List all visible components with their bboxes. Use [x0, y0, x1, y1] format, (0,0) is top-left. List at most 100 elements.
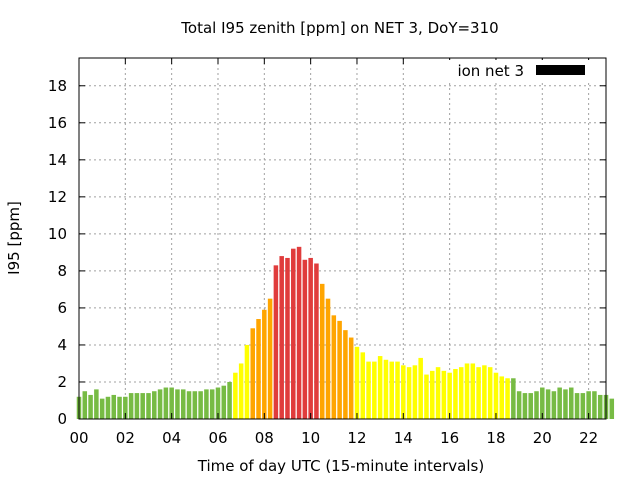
bar-low — [574, 393, 580, 419]
x-tick-label: 00 — [69, 429, 88, 447]
bar-high — [262, 309, 267, 419]
bar-low — [227, 381, 232, 419]
bar-high — [343, 330, 348, 419]
bar-medium — [505, 378, 510, 419]
bar-medium — [430, 370, 435, 419]
bar-low — [175, 389, 180, 419]
bar-medium — [441, 370, 447, 419]
bar-low — [128, 393, 134, 419]
bar-low — [592, 391, 597, 419]
y-tick-label: 0 — [57, 410, 67, 428]
y-tick-label: 12 — [48, 188, 67, 206]
bar-low — [88, 394, 93, 419]
bar-low — [221, 385, 227, 419]
bar-medium — [383, 359, 389, 419]
bar-medium — [233, 372, 238, 419]
bar-medium — [395, 361, 400, 419]
bar-medium — [464, 363, 470, 419]
x-tick-label: 20 — [533, 429, 552, 447]
bar-low — [180, 389, 186, 419]
bar-medium — [487, 367, 493, 419]
bar-very_high — [279, 256, 284, 419]
bar-low — [586, 391, 591, 419]
bar-medium — [377, 356, 383, 419]
bar-very_high — [314, 263, 319, 419]
bar-low — [522, 393, 528, 419]
bar-low — [580, 393, 586, 419]
bars — [76, 246, 615, 419]
y-tick-label: 14 — [48, 151, 67, 169]
y-tick-label: 10 — [48, 225, 67, 243]
bar-low — [511, 378, 516, 419]
x-tick-label: 14 — [394, 429, 413, 447]
bar-low — [528, 393, 533, 419]
bar-low — [209, 389, 215, 419]
bar-medium — [389, 361, 394, 419]
x-tick-label: 02 — [116, 429, 135, 447]
bar-high — [325, 298, 331, 419]
bar-low — [157, 389, 163, 419]
bar-low — [597, 394, 603, 419]
bar-low — [123, 396, 128, 419]
bar-medium — [453, 369, 458, 419]
bar-medium — [482, 365, 487, 419]
bar-medium — [493, 372, 499, 419]
y-tick-label: 18 — [48, 77, 67, 95]
bar-medium — [366, 361, 371, 419]
legend-label: ion net 3 — [457, 62, 524, 80]
bar-low — [186, 391, 192, 419]
plot-frame — [78, 57, 607, 420]
bar-low — [134, 393, 140, 419]
bar-low — [545, 389, 551, 419]
bar-high — [267, 298, 273, 419]
bar-medium — [458, 367, 464, 419]
bar-medium — [406, 367, 412, 419]
bar-low — [99, 398, 105, 419]
bar-medium — [244, 344, 250, 419]
y-tick-label: 8 — [57, 262, 67, 280]
bar-low — [117, 396, 122, 419]
x-tick-label: 08 — [255, 429, 274, 447]
bar-medium — [412, 365, 418, 419]
x-axis-label: Time of day UTC (15-minute intervals) — [197, 457, 484, 475]
bar-medium — [238, 363, 244, 419]
grid-lines — [79, 58, 606, 419]
bar-low — [105, 396, 111, 419]
chart-title: Total I95 zenith [ppm] on NET 3, DoY=310 — [180, 19, 498, 37]
y-axis-label: I95 [ppm] — [5, 201, 23, 275]
bar-low — [516, 391, 522, 419]
bar-low — [198, 391, 203, 419]
legend: ion net 3 — [448, 60, 600, 82]
x-tick-label: 18 — [486, 429, 505, 447]
bar-low — [146, 393, 151, 419]
bar-medium — [435, 367, 441, 419]
axis-ticks — [78, 58, 606, 420]
bar-low — [540, 387, 545, 419]
bar-high — [331, 315, 337, 419]
x-tick-label: 16 — [440, 429, 459, 447]
bar-low — [609, 398, 615, 419]
x-tick-label: 10 — [301, 429, 320, 447]
bar-low — [215, 387, 221, 419]
y-tick-label: 4 — [57, 336, 67, 354]
bar-very_high — [291, 248, 296, 419]
x-tick-label: 06 — [208, 429, 227, 447]
x-tick-label: 04 — [162, 429, 181, 447]
bar-medium — [354, 346, 360, 419]
bar-low — [551, 391, 557, 419]
bar-low — [204, 389, 209, 419]
bar-high — [337, 320, 342, 419]
bar-low — [192, 391, 198, 419]
bar-low — [563, 389, 568, 419]
bar-very_high — [273, 265, 279, 419]
bar-medium — [424, 374, 429, 419]
bar-low — [111, 394, 117, 419]
bar-low — [169, 387, 174, 419]
bar-low — [94, 389, 99, 419]
x-tick-label: 12 — [347, 429, 366, 447]
bar-medium — [360, 352, 366, 419]
bar-medium — [372, 361, 377, 419]
y-tick-label: 16 — [48, 114, 67, 132]
